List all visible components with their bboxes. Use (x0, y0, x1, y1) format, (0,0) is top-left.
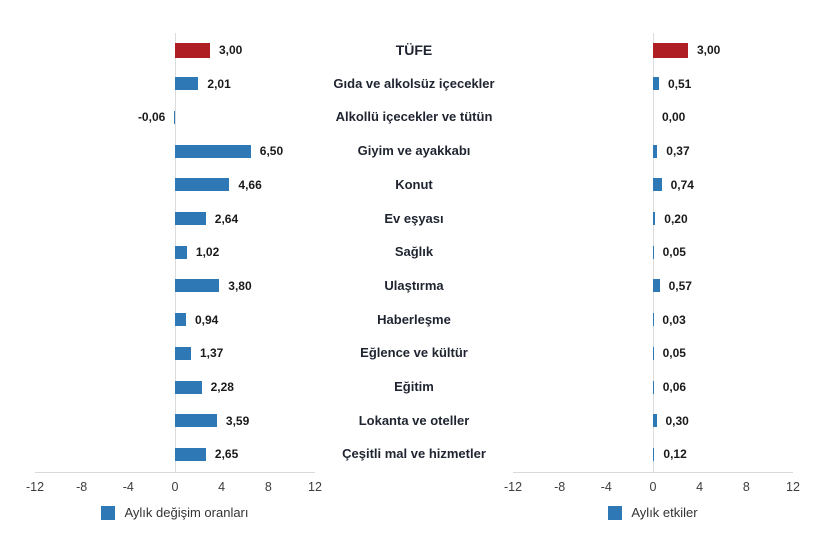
bar-monthly-effects-lokanta-ve-oteller (653, 414, 657, 428)
bar-monthly-effects-t-fe (653, 42, 688, 58)
bar-monthly-change-e-lence-ve-k-lt-r (175, 346, 191, 360)
x-tick-label-monthly-effects: -4 (600, 480, 612, 494)
value-label-monthly-effects-ula-t-rma: 0,57 (668, 278, 692, 293)
value-label-monthly-effects-sa-l-k: 0,05 (662, 245, 686, 260)
category-label-lokanta-ve-oteller: Lokanta ve oteller (358, 412, 470, 428)
category-label-g-da-ve-alkols-z-i-ecekler: Gıda ve alkolsüz içecekler (333, 75, 495, 91)
bar-monthly-effects-e-itli-mal-ve-hizmetler (653, 447, 655, 461)
legend-monthly-change: Aylık değişim oranları (35, 505, 315, 521)
bar-monthly-effects-sa-l-k (653, 245, 654, 259)
bar-monthly-change-lokanta-ve-oteller (175, 414, 217, 428)
value-label-monthly-effects-alkoll-i-ecekler-ve-t-t-n: 0,00 (662, 110, 686, 125)
value-label-monthly-change-haberle-me: 0,94 (195, 312, 219, 327)
value-label-monthly-effects-ev-e-yas: 0,20 (664, 211, 688, 226)
value-label-monthly-change-alkoll-i-ecekler-ve-t-t-n: -0,06 (137, 110, 166, 125)
value-label-monthly-effects-e-itli-mal-ve-hizmetler: 0,12 (663, 447, 687, 462)
x-tick-label-monthly-change: 4 (218, 480, 226, 494)
value-label-monthly-effects-haberle-me: 0,03 (662, 312, 686, 327)
bar-monthly-change-giyim-ve-ayakkab (175, 144, 251, 158)
value-label-monthly-change-e-itim: 2,28 (210, 380, 234, 394)
category-label-alkoll-i-ecekler-ve-t-t-n: Alkollü içecekler ve tütün (335, 109, 493, 125)
legend-label-monthly-change: Aylık değişim oranları (124, 505, 249, 520)
bar-monthly-change-konut (175, 178, 230, 192)
category-label-e-itli-mal-ve-hizmetler: Çeşitli mal ve hizmetler (342, 446, 486, 462)
value-label-monthly-change-lokanta-ve-oteller: 3,59 (225, 413, 250, 428)
x-tick-label-monthly-change: -12 (25, 480, 45, 494)
x-tick-label-monthly-effects: 4 (696, 480, 704, 494)
x-axis-line-monthly-effects (513, 472, 793, 473)
legend-swatch-monthly-change (101, 506, 116, 520)
x-tick-label-monthly-effects: 8 (742, 480, 750, 494)
category-label-haberle-me: Haberleşme (377, 311, 451, 327)
value-label-monthly-effects-e-itim: 0,06 (662, 380, 687, 394)
bar-monthly-effects-g-da-ve-alkols-z-i-ecekler (653, 77, 659, 91)
value-label-monthly-change-giyim-ve-ayakkab: 6,50 (259, 144, 284, 159)
bar-monthly-effects-ev-e-yas (653, 212, 656, 225)
category-label-konut: Konut (395, 176, 433, 192)
bar-monthly-effects-ula-t-rma (653, 279, 660, 293)
value-label-monthly-change-g-da-ve-alkols-z-i-ecekler: 2,01 (207, 76, 231, 91)
value-label-monthly-effects-giyim-ve-ayakkab: 0,37 (666, 144, 690, 159)
x-tick-label-monthly-effects: -8 (554, 480, 566, 494)
category-label-e-itim: Eğitim (394, 379, 434, 394)
value-label-monthly-change-e-itli-mal-ve-hizmetler: 2,65 (214, 447, 239, 462)
bar-monthly-change-g-da-ve-alkols-z-i-ecekler (175, 77, 199, 91)
value-label-monthly-change-ula-t-rma: 3,80 (228, 278, 252, 293)
x-axis-line-monthly-change (35, 472, 315, 473)
value-label-monthly-change-t-fe: 3,00 (219, 43, 243, 57)
value-label-monthly-effects-e-lence-ve-k-lt-r: 0,05 (662, 346, 686, 361)
x-tick-label-monthly-change: 12 (308, 480, 322, 494)
bar-monthly-effects-e-lence-ve-k-lt-r (653, 346, 654, 360)
category-label-sa-l-k: Sağlık (394, 244, 434, 260)
x-tick-label-monthly-change: 0 (171, 480, 179, 494)
category-label-ula-t-rma: Ulaştırma (384, 277, 444, 293)
bar-monthly-effects-giyim-ve-ayakkab (653, 144, 658, 158)
x-tick-label-monthly-effects: -12 (503, 480, 523, 494)
value-label-monthly-change-e-lence-ve-k-lt-r: 1,37 (200, 346, 224, 361)
legend-label-monthly-effects: Aylık etkiler (631, 505, 698, 520)
x-tick-label-monthly-effects: 0 (649, 480, 657, 494)
value-label-monthly-effects-lokanta-ve-oteller: 0,30 (665, 413, 689, 428)
category-label-giyim-ve-ayakkab: Giyim ve ayakkabı (357, 143, 471, 159)
bar-monthly-change-t-fe (175, 42, 210, 58)
x-tick-label-monthly-change: -4 (122, 480, 134, 494)
category-label-ev-e-yas: Ev eşyası (384, 210, 444, 226)
bar-monthly-change-haberle-me (175, 313, 186, 327)
bar-monthly-change-alkoll-i-ecekler-ve-t-t-n (174, 110, 176, 124)
bar-monthly-change-sa-l-k (175, 245, 187, 259)
value-label-monthly-change-ev-e-yas: 2,64 (214, 211, 239, 226)
bar-monthly-effects-haberle-me (653, 313, 654, 327)
bar-monthly-effects-e-itim (653, 380, 654, 394)
x-tick-label-monthly-change: -8 (76, 480, 88, 494)
x-tick-label-monthly-change: 8 (264, 480, 272, 494)
bar-monthly-change-e-itli-mal-ve-hizmetler (175, 447, 206, 461)
bar-monthly-change-ev-e-yas (175, 212, 206, 225)
legend-monthly-effects: Aylık etkiler (513, 505, 793, 521)
value-label-monthly-change-sa-l-k: 1,02 (195, 245, 220, 260)
bar-monthly-effects-konut (653, 178, 662, 192)
value-label-monthly-effects-konut: 0,74 (670, 177, 694, 192)
x-tick-label-monthly-effects: 12 (786, 480, 800, 494)
bar-monthly-change-ula-t-rma (175, 279, 220, 293)
value-label-monthly-change-konut: 4,66 (238, 177, 262, 192)
legend-swatch-monthly-effects (608, 506, 623, 520)
value-label-monthly-effects-g-da-ve-alkols-z-i-ecekler: 0,51 (668, 76, 692, 91)
value-label-monthly-effects-t-fe: 3,00 (697, 43, 721, 57)
category-label-t-fe: TÜFE (395, 42, 433, 58)
category-label-e-lence-ve-k-lt-r: Eğlence ve kültür (360, 345, 468, 361)
bar-monthly-change-e-itim (175, 380, 202, 394)
